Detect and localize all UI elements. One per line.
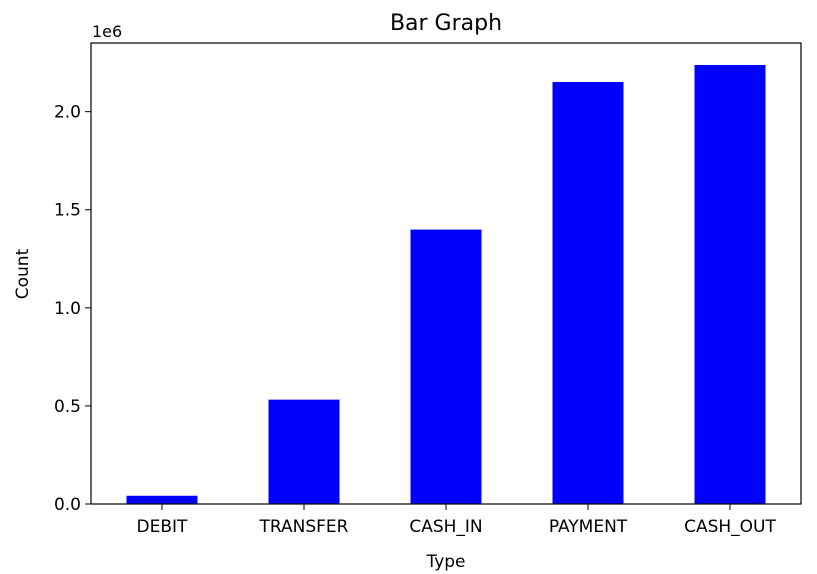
- chart-title: Bar Graph: [390, 11, 502, 36]
- x-tick-label: CASH_IN: [409, 517, 482, 537]
- bar-cash-in: [410, 229, 482, 504]
- y-tick-label: 0.5: [54, 397, 81, 417]
- x-tick-label: PAYMENT: [549, 517, 628, 537]
- x-tick-label: DEBIT: [137, 517, 189, 537]
- y-tick-label: 2.0: [54, 103, 81, 123]
- bar-payment: [552, 82, 624, 504]
- y-tick-label: 1.0: [54, 299, 81, 319]
- x-tick-label: CASH_OUT: [684, 517, 776, 537]
- y-axis-label: Count: [13, 248, 33, 299]
- x-tick-label: TRANSFER: [259, 517, 349, 537]
- y-tick-label: 1.5: [54, 201, 81, 221]
- y-tick-label: 0.0: [54, 495, 81, 515]
- x-axis-label: Type: [425, 552, 465, 572]
- y-axis-offset-label: 1e6: [92, 22, 122, 41]
- bars-group: [126, 64, 766, 504]
- bar-cash-out: [694, 64, 766, 504]
- y-ticks-group: 0.0 0.5 1.0 1.5 2.0: [54, 103, 91, 515]
- x-ticks-group: DEBIT TRANSFER CASH_IN PAYMENT CASH_OUT: [137, 504, 776, 537]
- bar-debit: [126, 495, 198, 504]
- plot-area-frame: [90, 42, 802, 505]
- bar-transfer: [268, 399, 340, 504]
